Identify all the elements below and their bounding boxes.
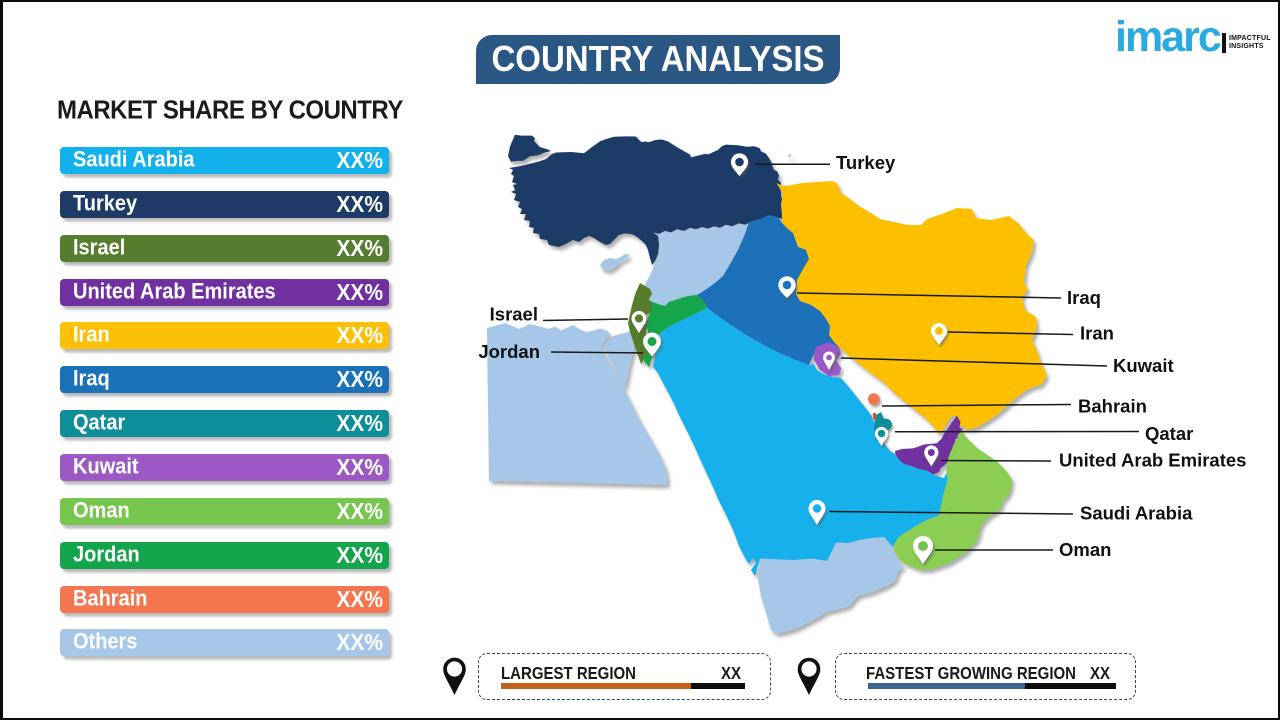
svg-text:Israel: Israel	[490, 304, 538, 325]
svg-text:Iraq: Iraq	[1067, 287, 1101, 308]
svg-text:Oman: Oman	[1059, 539, 1111, 560]
svg-text:Iran: Iran	[1080, 323, 1114, 344]
svg-text:United Arab Emirates: United Arab Emirates	[1059, 450, 1246, 471]
svg-text:Turkey: Turkey	[836, 152, 896, 173]
svg-text:Kuwait: Kuwait	[1113, 355, 1174, 376]
svg-text:Saudi Arabia: Saudi Arabia	[1080, 503, 1193, 524]
svg-text:Bahrain: Bahrain	[1078, 396, 1147, 417]
svg-text:Qatar: Qatar	[1145, 423, 1193, 444]
svg-text:Jordan: Jordan	[478, 341, 540, 362]
